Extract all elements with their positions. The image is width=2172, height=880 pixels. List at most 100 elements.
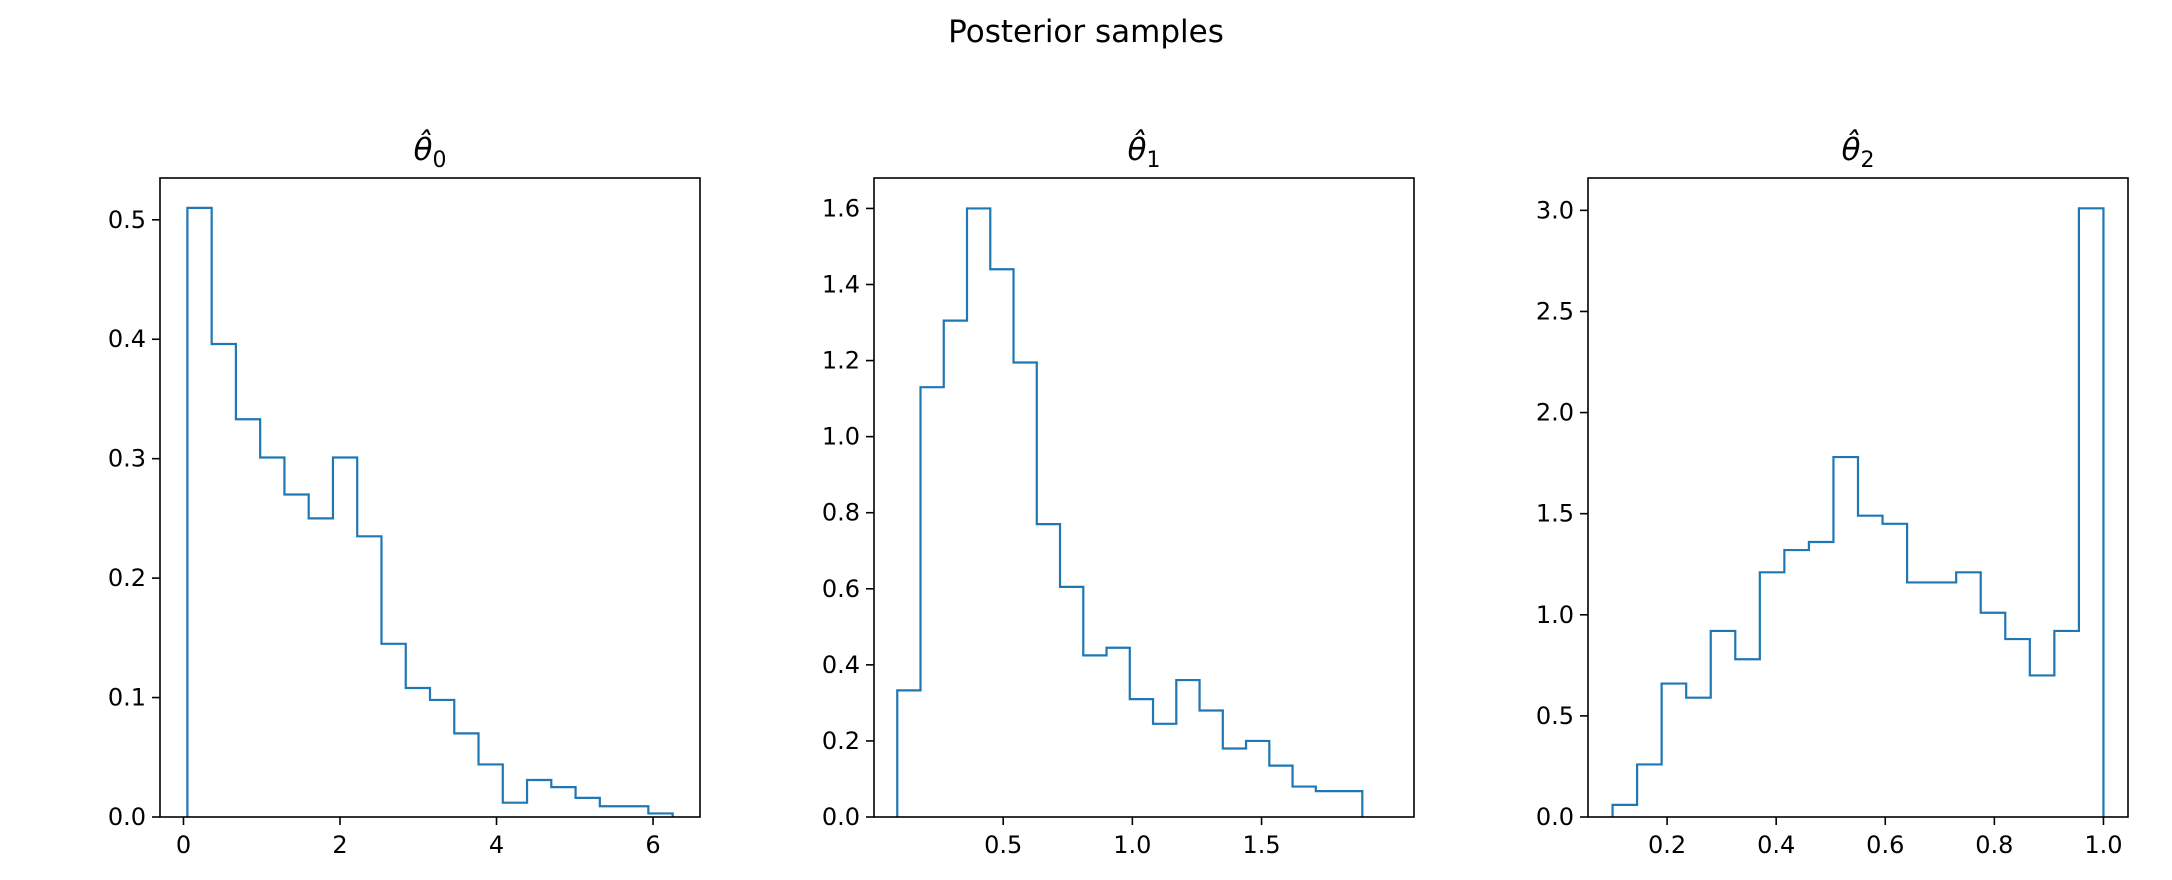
y-tick-label: 0.8 (822, 499, 860, 527)
histogram-bin (333, 457, 357, 817)
x-tick-label: 0.5 (984, 831, 1022, 859)
figure-title: Posterior samples (948, 14, 1224, 50)
histogram-bin (479, 764, 503, 817)
y-tick-label: 0.6 (822, 575, 860, 603)
histogram-bin (1932, 582, 1957, 817)
subplot-title-symbol: θ̂ (1842, 129, 1861, 168)
axes-frame (873, 177, 1415, 818)
histogram-bin (430, 700, 454, 817)
histogram-bin (624, 806, 648, 817)
y-tick-label: 3.0 (1536, 196, 1574, 224)
histogram-bin (1981, 613, 2006, 817)
histogram-bin (1339, 791, 1362, 817)
histogram-bin (406, 688, 430, 817)
subplot-title: θ̂1 (1128, 129, 1161, 173)
histogram-step-line (186, 206, 674, 817)
histogram-bin (1956, 572, 1981, 817)
y-tick-label: 2.5 (1536, 297, 1574, 325)
histogram-bin (1833, 457, 1858, 817)
histogram-bin (1637, 764, 1662, 817)
y-tick-label: 0.0 (108, 803, 146, 831)
subplot-title-symbol: θ̂ (1128, 129, 1147, 168)
histogram-bin (381, 644, 405, 817)
y-tick-label: 0.3 (108, 445, 146, 473)
histogram-bin (967, 208, 990, 817)
x-tick-label: 6 (645, 831, 660, 859)
x-tick-label: 4 (489, 831, 504, 859)
x-tick-label: 0.8 (1975, 831, 2013, 859)
histogram-bin (897, 690, 920, 817)
y-tick-label: 0.2 (822, 727, 860, 755)
histogram-bin (1223, 749, 1246, 817)
histogram-bin (1711, 631, 1736, 817)
x-tick-label: 1.0 (1113, 831, 1151, 859)
histogram-bin (576, 798, 600, 817)
x-tick-label: 1.0 (2084, 831, 2122, 859)
histogram-bin (600, 806, 624, 817)
y-tick-label: 1.6 (822, 194, 860, 222)
histogram-bin (2030, 675, 2055, 817)
histogram-bin (1858, 516, 1883, 817)
histogram-bin (1735, 659, 1760, 817)
subplot-title-subscript: 1 (1146, 148, 1160, 173)
y-tick-label: 1.0 (1536, 601, 1574, 629)
histogram-bin (1662, 684, 1687, 817)
histogram-bin (2005, 639, 2030, 817)
histogram-bin (309, 518, 333, 817)
y-tick-label: 0.5 (1536, 702, 1574, 730)
y-tick-label: 0.4 (108, 325, 146, 353)
y-tick-label: 1.4 (822, 271, 860, 299)
histogram-bin (1083, 655, 1106, 817)
subplot-0: θ̂00 2 4 60.00.10.20.30.40.5 (108, 129, 701, 859)
x-tick-label: 0.6 (1866, 831, 1904, 859)
subplot-title-subscript: 0 (432, 148, 446, 173)
histogram-bin (2079, 208, 2104, 817)
y-tick-label: 0.1 (108, 684, 146, 712)
histogram-bin (1200, 711, 1223, 818)
subplot-2: θ̂2 0.2 0.4 0.6 0.8 1.0 0.0 0.5 1.0 1.5 2.0 2.5 3.0 (1536, 129, 2129, 859)
y-tick-label: 0.0 (1536, 803, 1574, 831)
histogram-bin (944, 321, 967, 817)
histogram-bin (1686, 698, 1711, 817)
histogram-bin (2054, 631, 2079, 817)
histogram-bin (212, 344, 236, 817)
x-tick-label: 2 (332, 831, 347, 859)
histogram-bin (1130, 699, 1153, 817)
x-tick-label: 0.2 (1648, 831, 1686, 859)
x-tick-label: 1.5 (1242, 831, 1280, 859)
histogram-bin (921, 387, 944, 817)
histogram-bin (236, 419, 260, 817)
histogram-bin (527, 780, 551, 817)
y-tick-label: 0.0 (822, 803, 860, 831)
y-tick-label: 0.5 (108, 206, 146, 234)
y-tick-label: 0.4 (822, 651, 860, 679)
axes-frame (1587, 177, 2129, 818)
histogram-bin (1014, 362, 1037, 817)
histogram-bin (454, 733, 478, 817)
subplot-title: θ̂2 (1842, 129, 1875, 173)
histogram-bin (1037, 524, 1060, 817)
histogram-bin (1246, 741, 1269, 817)
subplot-title-symbol: θ̂ (414, 129, 433, 168)
y-tick-label: 1.0 (822, 423, 860, 451)
histogram-step-line (1611, 207, 2105, 817)
histogram-bin (551, 787, 575, 817)
histogram-bin (284, 495, 308, 817)
histogram-bin (1176, 680, 1199, 817)
histogram-bin (990, 269, 1013, 817)
subplot-title: θ̂0 (414, 129, 447, 173)
y-tick-label: 1.2 (822, 347, 860, 375)
histogram-bin (1316, 791, 1339, 817)
histogram-bin (503, 803, 527, 817)
histogram-bin (1269, 766, 1292, 817)
y-tick-label: 2.0 (1536, 399, 1574, 427)
x-tick-label: 0 (176, 831, 191, 859)
histogram-bin (1907, 582, 1932, 817)
histogram-bin (1760, 572, 1785, 817)
x-tick-label: 0.4 (1757, 831, 1795, 859)
subplot-title-subscript: 2 (1860, 148, 1874, 173)
subplot-1: θ̂1 0.5 1.0 1.5 0.0 0.2 0.4 0.6 0.8 1.0 1.2 1.4 1.6 (822, 129, 1415, 859)
histogram-bin (1153, 724, 1176, 817)
y-tick-label: 1.5 (1536, 500, 1574, 528)
